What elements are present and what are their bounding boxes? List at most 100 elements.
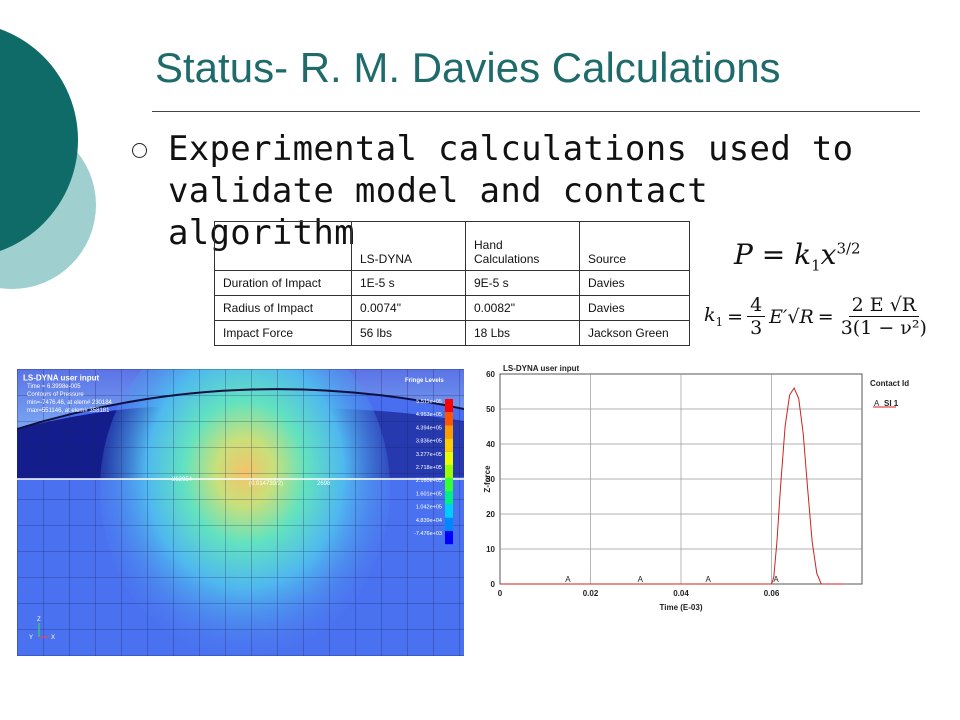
title-divider — [152, 111, 920, 112]
chart-svg: 0 10 20 30 40 50 60 0 0.02 0.04 0.06 LS-DYNA user i… — [483, 364, 909, 612]
x-tick-label: 0 — [498, 589, 503, 598]
axis-label: X — [51, 635, 55, 641]
legend-entry: SI 1 — [884, 399, 899, 408]
fringe-title: Fringe Levels — [405, 378, 444, 384]
dark-teal-circle — [0, 29, 78, 251]
sim-max: max=551146, at elem# 358181 — [27, 408, 110, 414]
table-cell: Davies — [579, 295, 690, 321]
table-header-row: LS-DYNA Hand Calculations Source — [214, 221, 690, 271]
bullet-circle-icon — [132, 143, 147, 158]
table-header-cell: Hand Calculations — [465, 221, 580, 271]
table-cell: 18 Lbs — [465, 320, 580, 346]
y-tick-label: 40 — [486, 440, 495, 449]
y-tick-label: 60 — [486, 370, 495, 379]
table-cell: Radius of Impact — [214, 295, 352, 321]
fringe-level-label: 2.160e+05 — [416, 478, 442, 484]
table-cell: Duration of Impact — [214, 270, 352, 296]
node-label: (0.014739/2) — [249, 481, 283, 487]
table-header-cell: Source — [579, 221, 690, 271]
eq-symbol: x — [820, 238, 837, 271]
node-label: 262954 — [172, 477, 193, 483]
eq-symbol: k — [704, 304, 716, 327]
sim-time: Time = 6.3998e-005 — [27, 384, 81, 390]
table-cell: 56 lbs — [351, 320, 466, 346]
z-force-chart: 0 10 20 30 40 50 60 0 0.02 0.04 0.06 LS-DYNA user i… — [478, 362, 918, 622]
x-tick-label: 0.06 — [764, 589, 780, 598]
axis-label: Y — [29, 635, 33, 641]
hertz-force-equation: P = k1x3/2 — [734, 238, 861, 275]
fraction: 4 3 — [747, 294, 766, 339]
y-tick-label: 0 — [491, 580, 496, 589]
y-axis-label: Z-force — [483, 465, 492, 493]
sim-title: LS-DYNA user input — [23, 374, 99, 383]
fringe-color-swatch — [445, 399, 453, 413]
fraction-denominator: 3(1 − ν²) — [840, 317, 927, 339]
fringe-color-swatch — [445, 531, 453, 545]
table-cell: 0.0082" — [465, 295, 580, 321]
fringe-color-swatch — [445, 412, 453, 426]
pressure-contour-simulation: LS-DYNA user input Time = 6.3998e-005 Co… — [17, 369, 464, 656]
fraction-denominator: 3 — [750, 317, 763, 339]
eq-term: E′√R — [769, 305, 814, 328]
node-label: 2698 — [317, 481, 331, 487]
series-marker: A — [638, 575, 644, 584]
fringe-level-label: 4.839e+04 — [416, 518, 442, 524]
x-tick-label: 0.04 — [673, 589, 689, 598]
fringe-level-label: 2.718e+05 — [416, 465, 442, 471]
fringe-color-swatch — [445, 504, 453, 518]
eq-subscript: 1 — [811, 256, 821, 275]
comparison-table: LS-DYNA Hand Calculations Source Duratio… — [214, 221, 690, 346]
table-row: Radius of Impact 0.0074" 0.0082" Davies — [214, 295, 690, 321]
x-axis-label: Time (E-03) — [660, 603, 703, 612]
eq-exponent: 3/2 — [836, 239, 861, 258]
fringe-color-swatch — [445, 478, 453, 492]
y-tick-label: 20 — [486, 510, 495, 519]
table-cell: 9E-5 s — [465, 270, 580, 296]
series-marker: A — [773, 575, 779, 584]
eq-symbol: P — [734, 238, 753, 271]
sim-contours: Contours of Pressure — [27, 392, 84, 398]
y-tick-label: 10 — [486, 545, 495, 554]
table-cell: Impact Force — [214, 320, 352, 346]
axis-triad: Z Y X — [29, 617, 55, 641]
fringe-level-label: -7.476e+03 — [414, 531, 442, 537]
table-cell: Davies — [579, 270, 690, 296]
x-tick-label: 0.02 — [583, 589, 599, 598]
fringe-color-swatch — [445, 517, 453, 531]
legend-title: Contact Id — [870, 379, 909, 388]
sim-min: min=-7476.46, at elem# 230184 — [27, 400, 113, 406]
eq-subscript: 1 — [715, 314, 724, 329]
axis-label: Z — [37, 617, 41, 623]
series-marker: A — [565, 575, 571, 584]
mesh-grid — [17, 369, 464, 656]
legend-marker: A — [874, 399, 880, 408]
upper-body-edge — [17, 388, 464, 430]
table-cell: 1E-5 s — [351, 270, 466, 296]
fringe-color-swatch — [445, 465, 453, 479]
fringe-level-label: 1.601e+05 — [416, 491, 442, 497]
fringe-level-label: 4.394e+05 — [416, 425, 442, 431]
series-marker: A — [705, 575, 711, 584]
simulation-render: LS-DYNA user input Time = 6.3998e-005 Co… — [17, 369, 464, 656]
table-header-cell: LS-DYNA — [351, 221, 466, 271]
table-row: Impact Force 56 lbs 18 Lbs Jackson Green — [214, 320, 690, 346]
fringe-level-label: 5.511e+05 — [416, 399, 442, 405]
chart-title: LS-DYNA user input — [503, 364, 579, 373]
fringe-level-label: 4.953e+05 — [416, 412, 442, 418]
decorative-circles — [0, 29, 96, 289]
eq-symbol: k — [794, 238, 812, 271]
fringe-level-label: 3.836e+05 — [416, 439, 442, 445]
stiffness-equation: k1 = 4 3 E′√R = 2 E √R 3(1 − ν²) — [704, 294, 930, 339]
fringe-legend: 5.511e+05 4.953e+05 4.394e+05 3.836e+05 3.27… — [414, 399, 453, 545]
table-header-cell — [214, 221, 352, 271]
table-cell: 0.0074" — [351, 295, 466, 321]
fraction-numerator: 2 E √R — [848, 294, 920, 317]
fringe-color-swatch — [445, 451, 453, 465]
table-cell: Jackson Green — [579, 320, 690, 346]
fringe-color-swatch — [445, 491, 453, 505]
table-row: Duration of Impact 1E-5 s 9E-5 s Davies — [214, 270, 690, 296]
fringe-color-swatch — [445, 425, 453, 439]
fringe-color-swatch — [445, 438, 453, 452]
fraction: 2 E √R 3(1 − ν²) — [838, 294, 930, 339]
fringe-level-label: 1.042e+05 — [416, 505, 442, 511]
